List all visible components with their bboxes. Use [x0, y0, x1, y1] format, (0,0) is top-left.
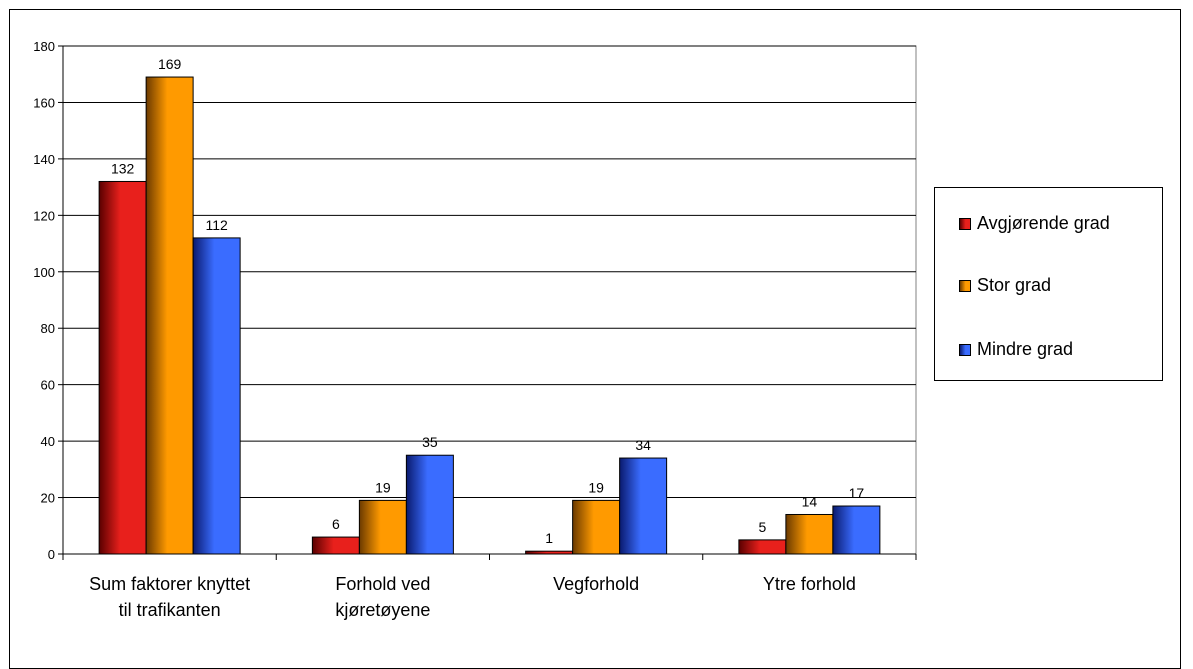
- x-tick-label: Sum faktorer knyttet: [89, 574, 250, 594]
- bar: [572, 499, 621, 555]
- data-label: 17: [849, 485, 865, 501]
- legend-item-stor: Stor grad: [959, 275, 1051, 296]
- data-label: 6: [332, 516, 340, 532]
- bar: [311, 536, 360, 555]
- data-label: 34: [635, 437, 651, 453]
- y-tick-label: 80: [41, 321, 55, 336]
- bar: [785, 513, 834, 555]
- data-label: 5: [758, 519, 766, 535]
- bar: [145, 76, 194, 555]
- data-label: 19: [588, 479, 604, 495]
- legend-item-avgjorende: Avgjørende grad: [959, 213, 1110, 234]
- legend-swatch: [959, 217, 971, 230]
- gridlines: [62, 45, 917, 555]
- data-label: 132: [111, 160, 135, 176]
- data-label: 35: [422, 434, 438, 450]
- y-tick-label: 60: [41, 378, 55, 393]
- x-tick-label: til trafikanten: [119, 600, 221, 620]
- data-label: 112: [205, 217, 228, 233]
- legend-swatch: [959, 279, 971, 292]
- legend-label: Stor grad: [977, 275, 1052, 295]
- x-tick-label: Ytre forhold: [763, 574, 856, 594]
- bar: [832, 505, 881, 555]
- bar: [192, 237, 241, 555]
- legend-label: Avgjørende grad: [977, 213, 1110, 233]
- y-tick-label: 0: [48, 547, 55, 562]
- data-label: 19: [375, 479, 391, 495]
- y-tick-label: 40: [41, 434, 55, 449]
- y-tick-label: 140: [33, 152, 55, 167]
- bar: [405, 454, 454, 555]
- bars: 132 169 112 6 19 35 1 19 34 5 14 17: [98, 56, 881, 555]
- bar: [738, 539, 787, 555]
- y-tick-label: 120: [33, 208, 55, 223]
- bar: [358, 499, 407, 555]
- data-label: 1: [545, 530, 553, 546]
- x-tick-label: Forhold ved: [335, 574, 430, 594]
- legend-item-mindre: Mindre grad: [959, 339, 1073, 360]
- bar-chart: 132 169 112 6 19 35 1 19 34 5 14 17 0 20 40 60 80 100 120…: [33, 39, 917, 620]
- x-tick-label: Vegforhold: [553, 574, 639, 594]
- x-tick-label: kjøretøyene: [335, 600, 430, 620]
- legend: Avgjørende grad Stor grad Mindre grad: [934, 187, 1163, 381]
- y-tick-label: 100: [33, 265, 55, 280]
- y-tick-label: 160: [33, 95, 55, 110]
- y-tick-label: 20: [41, 491, 55, 506]
- bar: [98, 180, 147, 555]
- legend-label: Mindre grad: [977, 339, 1074, 359]
- axes: 0 20 40 60 80 100 120 140 160 180 Sum faktorer kny…: [33, 39, 917, 620]
- data-label: 14: [802, 493, 818, 509]
- bar: [619, 457, 668, 555]
- data-label: 169: [158, 56, 182, 72]
- legend-swatch: [959, 343, 971, 356]
- y-tick-label: 180: [33, 39, 55, 54]
